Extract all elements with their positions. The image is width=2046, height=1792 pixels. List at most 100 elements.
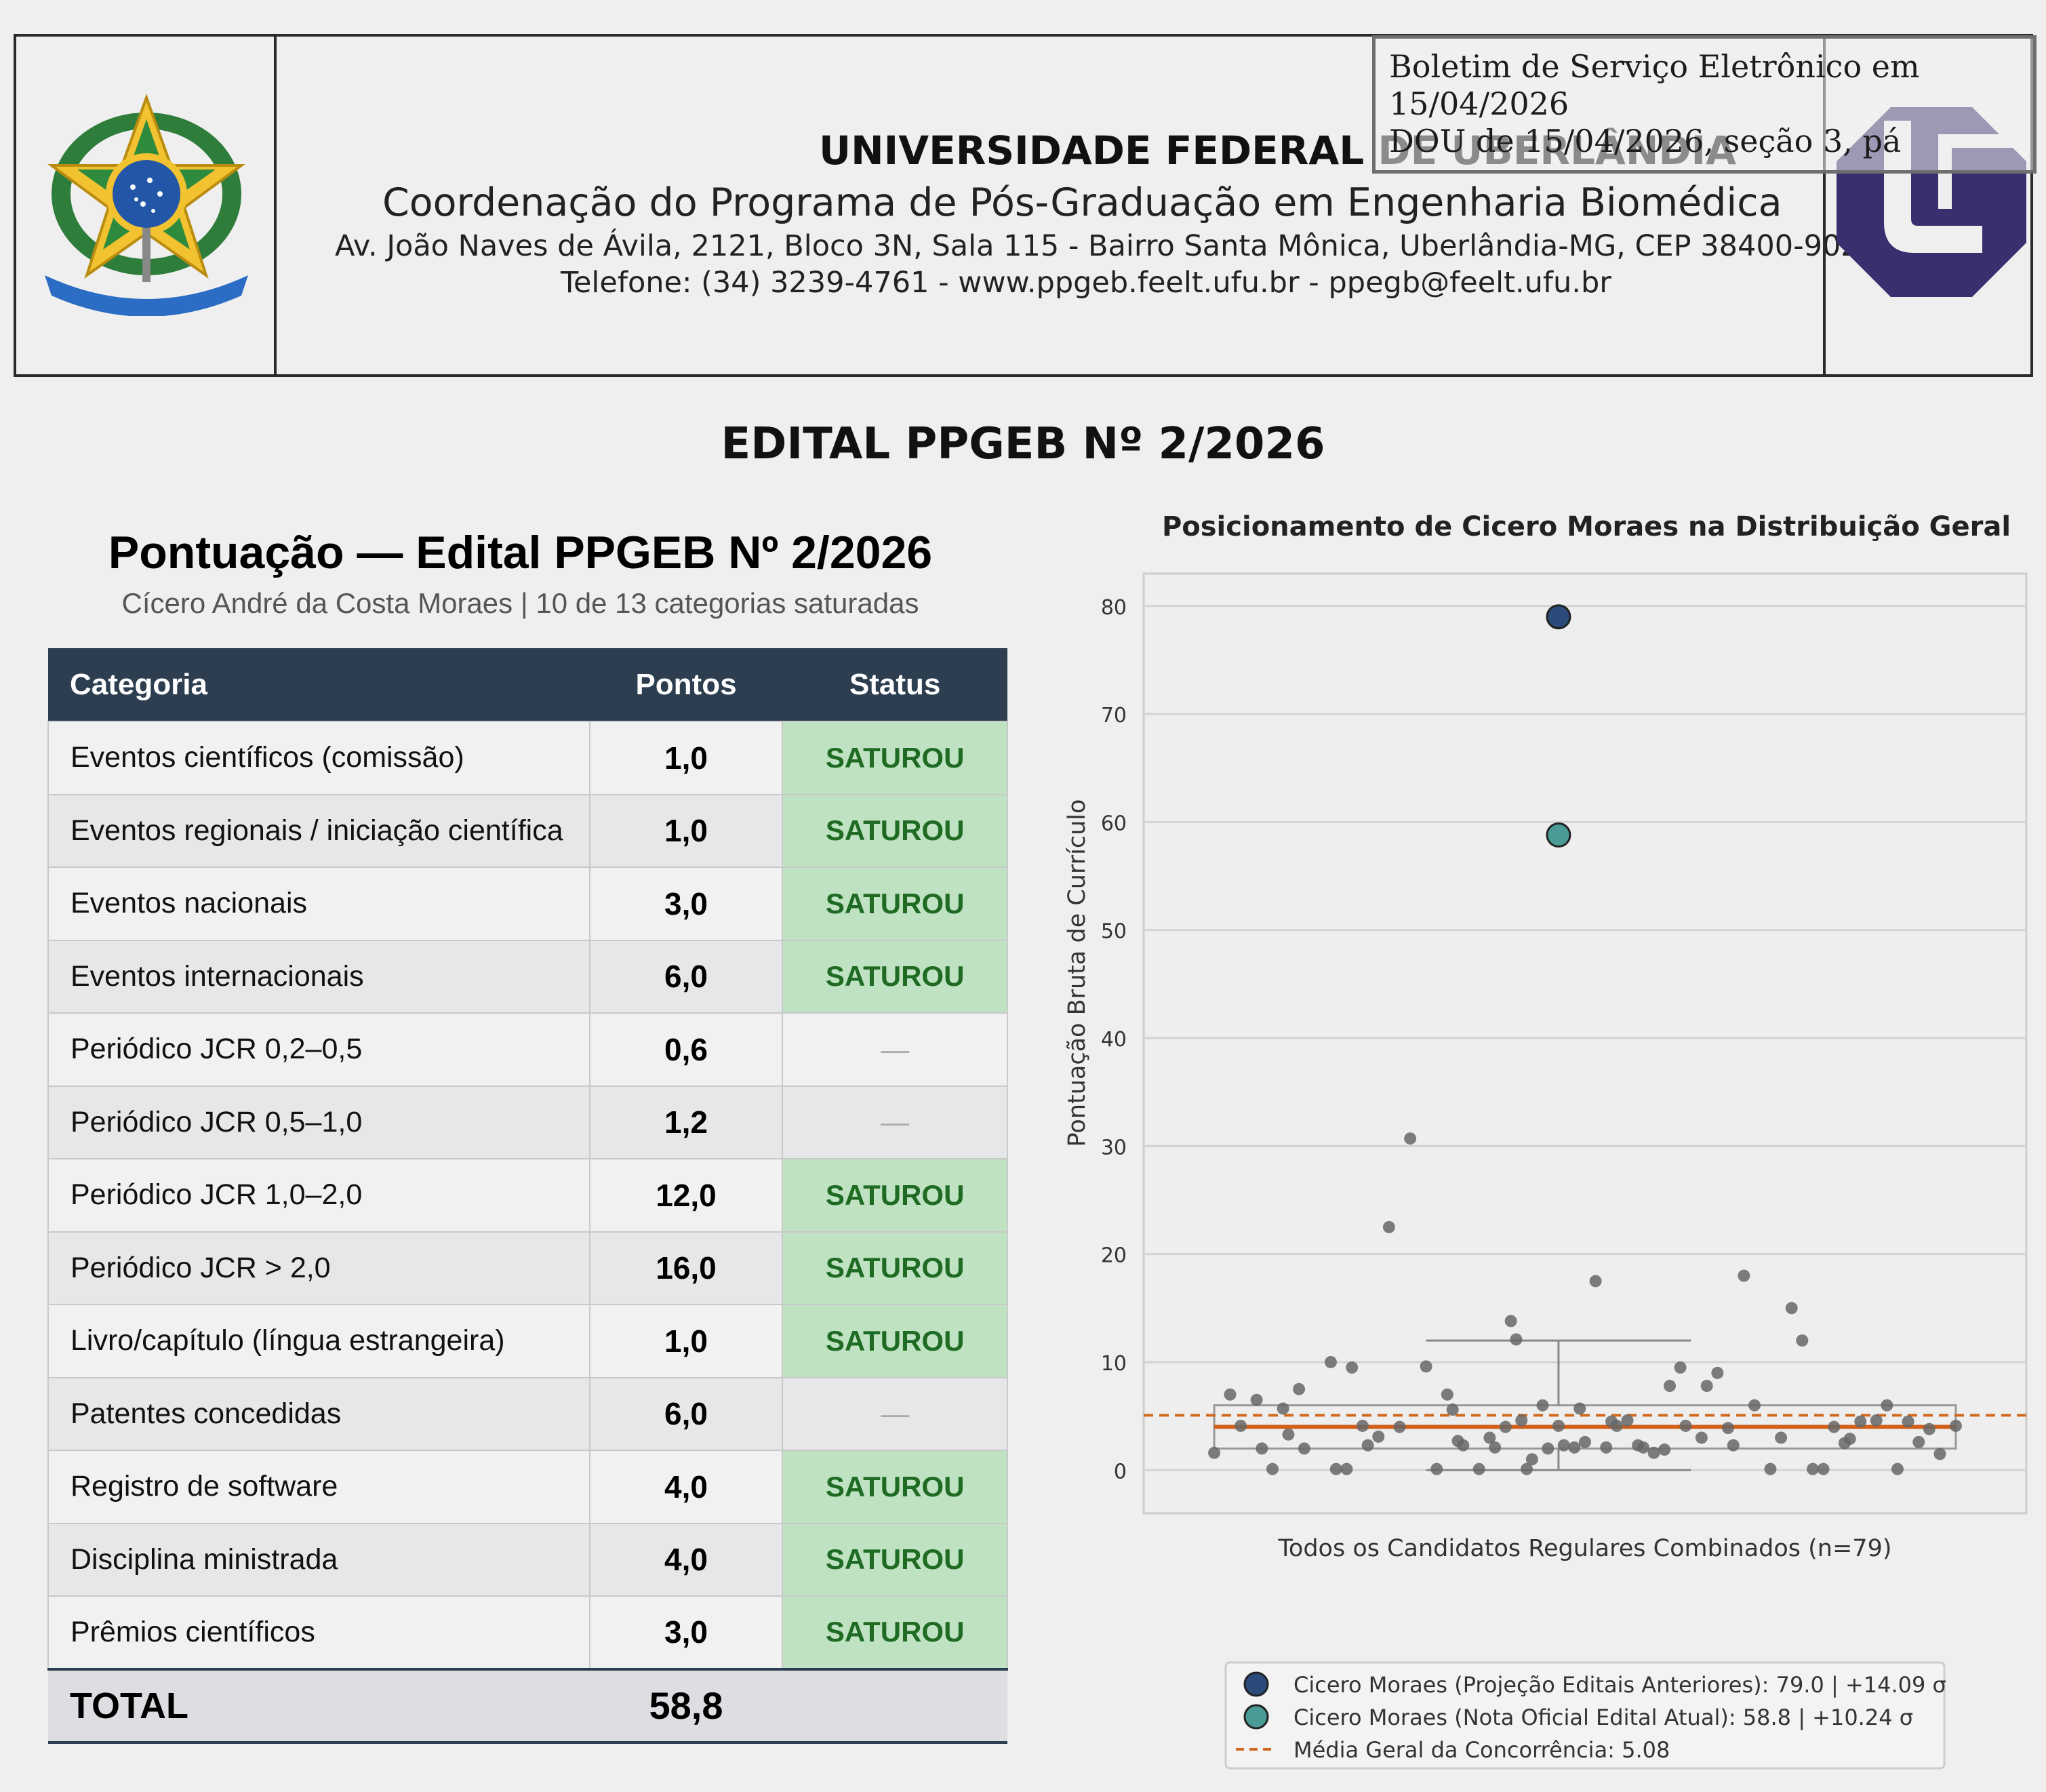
total-status: [782, 1667, 1007, 1744]
y-tick-label: 40: [1101, 1028, 1127, 1052]
data-point: [1441, 1388, 1453, 1401]
table-row: Livro/capítulo (língua estrangeira) 1,0 SA…: [47, 1304, 1008, 1378]
data-point: [1235, 1419, 1247, 1432]
row-points: 16,0: [588, 1231, 784, 1305]
row-status: SATUROU: [782, 1231, 1008, 1305]
data-point: [1695, 1431, 1708, 1444]
data-point: [1356, 1419, 1369, 1432]
row-status: SATUROU: [782, 1450, 1008, 1524]
data-point: [1621, 1414, 1634, 1427]
total-row: TOTAL 58,8: [48, 1667, 1007, 1744]
data-point: [1933, 1448, 1946, 1460]
x-axis-label: Todos os Candidatos Regulares Combinados…: [1277, 1535, 1891, 1562]
row-category: Disciplina ministrada: [47, 1522, 590, 1597]
data-point: [1721, 1422, 1734, 1435]
data-point: [1854, 1415, 1867, 1428]
row-category: Patentes concedidas: [47, 1376, 590, 1451]
data-point: [1298, 1442, 1310, 1455]
row-category: Eventos nacionais: [47, 867, 590, 941]
table-row: Periódico JCR 1,0–2,0 12,0 SATUROU: [47, 1158, 1008, 1233]
chart-legend: Cicero Moraes (Projeção Editais Anterior…: [1224, 1661, 1946, 1770]
data-point: [1711, 1366, 1724, 1379]
table-row: Periódico JCR 0,2–0,5 0,6—: [47, 1012, 1008, 1087]
legend-box: [1224, 1661, 1946, 1770]
table-row: Patentes concedidas 6,0—: [47, 1376, 1008, 1451]
row-points: 4,0: [588, 1522, 784, 1597]
address-line: Av. João Naves de Ávila, 2121, Bloco 3N,…: [335, 229, 1860, 263]
data-point: [1446, 1403, 1459, 1416]
stamp-line-1: Boletim de Serviço Eletrônico em: [1389, 48, 1920, 85]
table-row: Eventos regionais / iniciação científica…: [47, 793, 1008, 868]
row-points: 0,6: [588, 1012, 784, 1087]
data-point: [1748, 1399, 1761, 1412]
row-status: SATUROU: [782, 1522, 1008, 1597]
row-category: Periódico JCR 0,5–1,0: [47, 1085, 590, 1159]
data-point: [1557, 1439, 1570, 1452]
data-point: [1266, 1462, 1279, 1475]
data-point: [1600, 1441, 1613, 1454]
legend-entry-projection: Cicero Moraes (Projeção Editais Anterior…: [1293, 1672, 1946, 1698]
table-row: Prêmios científicos 3,0 SATUROU: [47, 1595, 1008, 1670]
data-point: [1277, 1402, 1289, 1415]
header-points: Pontos: [589, 648, 783, 721]
y-tick-label: 30: [1101, 1136, 1127, 1159]
data-point: [1224, 1388, 1237, 1401]
table-row: Eventos internacionais 6,0 SATUROU: [47, 939, 1008, 1014]
data-point: [1647, 1446, 1660, 1459]
row-points: 1,0: [588, 793, 784, 868]
data-point: [1483, 1431, 1496, 1444]
data-point: [1637, 1441, 1649, 1454]
data-point: [1504, 1315, 1517, 1328]
row-category: Prêmios científicos: [47, 1595, 590, 1670]
row-points: 1,0: [588, 721, 784, 795]
data-point: [1568, 1441, 1581, 1454]
row-status: SATUROU: [782, 1304, 1008, 1378]
table-row: Periódico JCR > 2,0 16,0 SATUROU: [47, 1231, 1008, 1305]
data-point: [1610, 1419, 1623, 1432]
data-point: [1658, 1443, 1671, 1456]
header-category: Categoria: [48, 648, 590, 721]
data-point: [1430, 1462, 1443, 1475]
row-points: 1,0: [588, 1304, 784, 1378]
electronic-bulletin-stamp: Boletim de Serviço Eletrônico em 15/04/2…: [1372, 35, 2037, 174]
data-point: [1542, 1442, 1554, 1455]
data-point: [1536, 1399, 1549, 1412]
score-table-header-row: Categoria Pontos Status: [48, 648, 1007, 721]
data-point: [1843, 1433, 1856, 1446]
grid: [1144, 605, 2026, 1471]
distribution-chart: Posicionamento de Cicero Moraes na Distr…: [1064, 511, 2028, 1770]
data-point: [1727, 1439, 1740, 1452]
highlight-points: [1546, 604, 1571, 848]
data-point: [1282, 1428, 1295, 1441]
total-label: TOTAL: [48, 1667, 590, 1744]
data-point: [1393, 1420, 1406, 1433]
score-table-subtitle: Cícero André da Costa Moraes | 10 de 13 …: [121, 587, 919, 619]
data-point: [1870, 1414, 1883, 1427]
y-tick-label: 0: [1114, 1460, 1127, 1484]
contact-line: Telefone: (34) 3239-4761 - www.ppgeb.fee…: [561, 266, 1611, 300]
population-points: [1208, 1132, 1962, 1475]
data-point: [1499, 1420, 1512, 1433]
row-points: 3,0: [588, 867, 784, 941]
table-row: Periódico JCR 0,5–1,0 1,2—: [47, 1085, 1008, 1159]
data-point: [1949, 1419, 1962, 1432]
row-category: Eventos internacionais: [47, 939, 590, 1014]
score-table: Categoria Pontos Status Eventos científi…: [47, 648, 1008, 1744]
row-category: Eventos regionais / iniciação científica: [47, 793, 590, 868]
data-point: [1552, 1419, 1565, 1432]
score-table-title: Pontuação — Edital PPGEB Nº 2/2026: [108, 527, 933, 578]
data-point: [1674, 1361, 1687, 1374]
table-row: Registro de software 4,0 SATUROU: [47, 1450, 1008, 1524]
data-point: [1329, 1462, 1342, 1475]
stamp-line-3: DOU de 15/04/2026, seção 3, pá: [1389, 123, 1902, 159]
data-point: [1293, 1382, 1306, 1395]
data-point: [1764, 1462, 1777, 1475]
data-point: [1679, 1419, 1692, 1432]
y-tick-label: 10: [1101, 1352, 1127, 1376]
data-point: [1515, 1414, 1528, 1427]
row-points: 6,0: [588, 1376, 784, 1451]
total-points: 58,8: [589, 1667, 783, 1744]
y-tick-labels: 0 10 20 30 40 50 60 70 80: [1101, 596, 1127, 1484]
data-point: [1256, 1442, 1268, 1455]
data-point: [1806, 1462, 1819, 1475]
